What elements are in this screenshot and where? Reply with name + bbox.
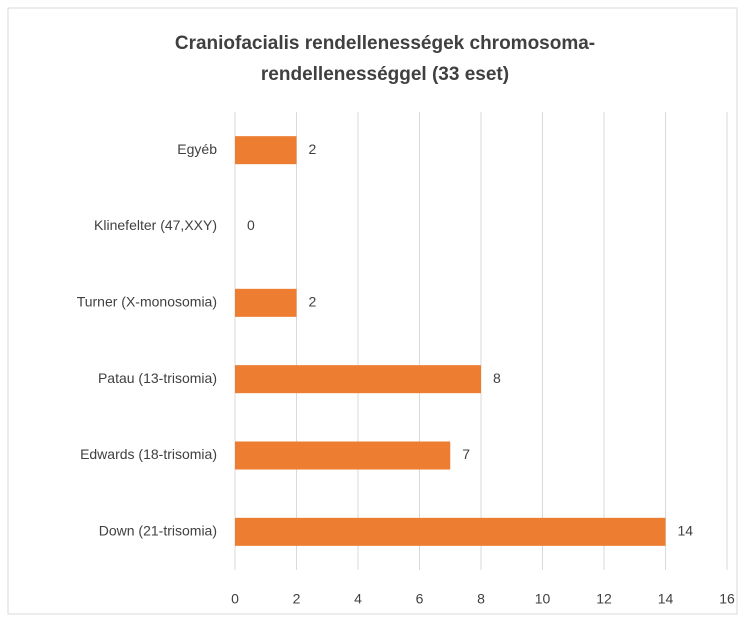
y-tick-label: Down (21-trisomia) <box>99 523 217 539</box>
x-tick-label: 4 <box>354 591 362 607</box>
data-label: 2 <box>309 294 317 310</box>
bar <box>235 136 297 165</box>
data-label: 8 <box>493 370 501 386</box>
bar <box>235 517 666 546</box>
bar <box>235 365 481 394</box>
y-tick-label: Turner (X-monosomia) <box>77 294 217 310</box>
x-tick-label: 10 <box>535 591 551 607</box>
chart-title: Craniofacialis rendellenességek chromoso… <box>175 33 595 54</box>
x-tick-label: 8 <box>477 591 485 607</box>
bar <box>235 288 297 317</box>
x-tick-label: 14 <box>658 591 674 607</box>
y-tick-label: Patau (13-trisomia) <box>98 370 217 386</box>
y-tick-label: Edwards (18-trisomia) <box>80 446 217 462</box>
chart-title: rendellenességgel (33 eset) <box>261 64 509 85</box>
y-tick-label: Klinefelter (47,XXY) <box>94 217 217 233</box>
x-tick-label: 2 <box>293 591 301 607</box>
bar <box>235 441 451 470</box>
x-tick-label: 6 <box>416 591 424 607</box>
x-tick-label: 12 <box>596 591 612 607</box>
data-label: 0 <box>247 217 255 233</box>
data-label: 7 <box>462 446 470 462</box>
x-tick-label: 16 <box>719 591 735 607</box>
y-tick-label: Egyéb <box>177 141 217 157</box>
data-label: 14 <box>678 523 694 539</box>
data-label: 2 <box>309 141 317 157</box>
x-tick-label: 0 <box>231 591 239 607</box>
chart-frame <box>7 7 738 615</box>
